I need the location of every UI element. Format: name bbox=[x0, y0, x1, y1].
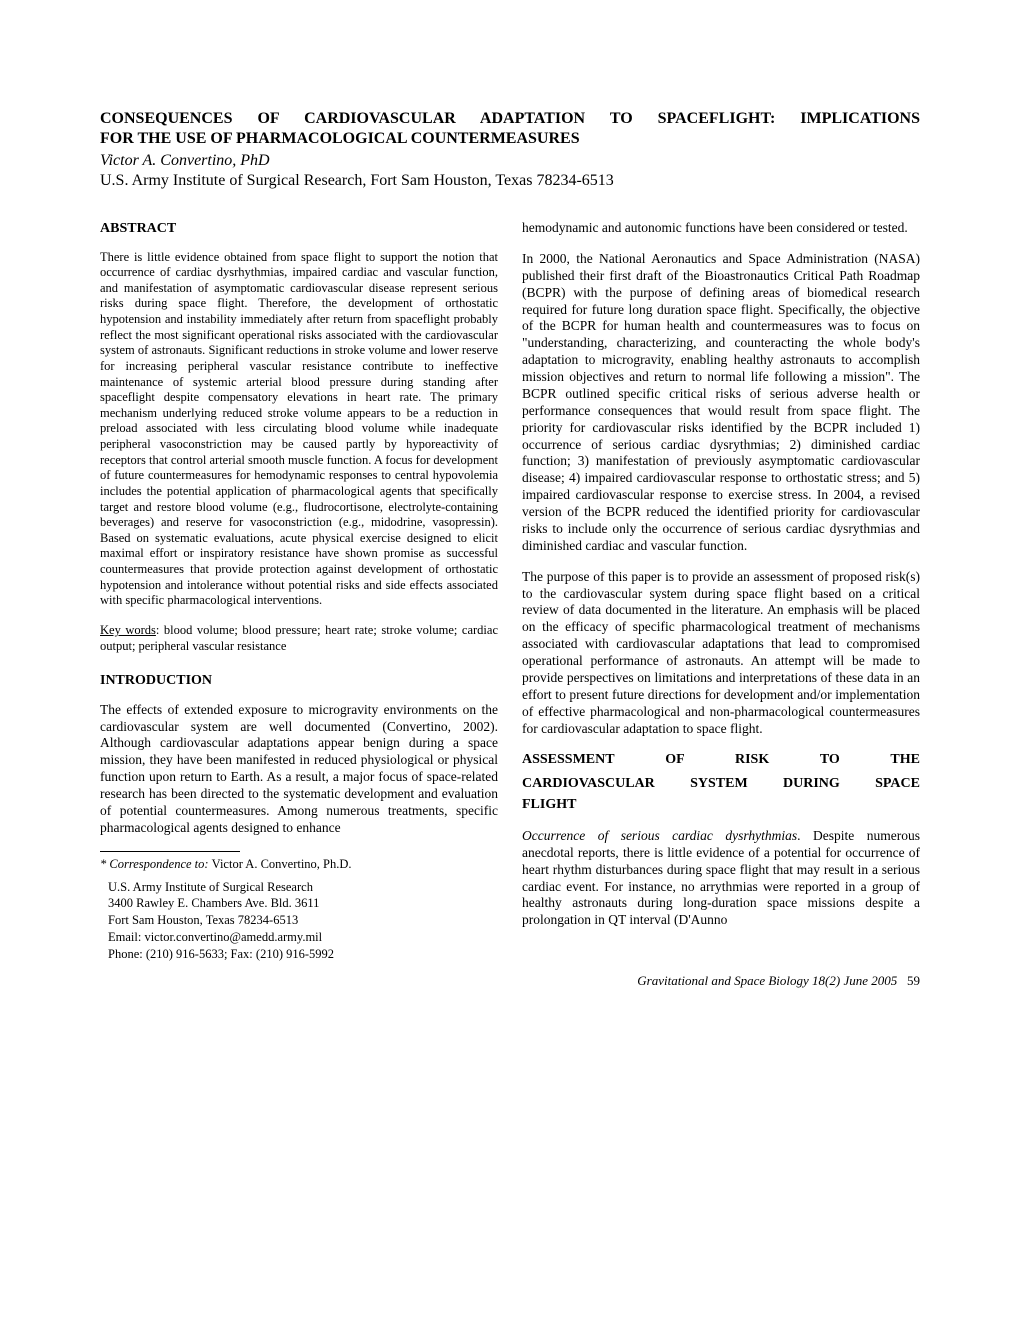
footnote-correspondence-line: * Correspondence to: Victor A. Convertin… bbox=[100, 856, 498, 873]
left-column: ABSTRACT There is little evidence obtain… bbox=[100, 220, 498, 963]
col2-paragraph-1: hemodynamic and autonomic functions have… bbox=[522, 220, 920, 237]
col2-paragraph-4: Occurrence of serious cardiac dysrhythmi… bbox=[522, 828, 920, 929]
abstract-body: There is little evidence obtained from s… bbox=[100, 250, 498, 609]
footnote-line-3: Fort Sam Houston, Texas 78234-6513 bbox=[108, 912, 498, 929]
correspondence-footnote: * Correspondence to: Victor A. Convertin… bbox=[100, 856, 498, 963]
introduction-heading: INTRODUCTION bbox=[100, 672, 498, 690]
right-column: hemodynamic and autonomic functions have… bbox=[522, 220, 920, 963]
paper-title-line2: FOR THE USE OF PHARMACOLOGICAL COUNTERME… bbox=[100, 130, 920, 148]
subsection-italic-label: Occurrence of serious cardiac dysrhythmi… bbox=[522, 828, 797, 843]
assessment-heading-line3: FLIGHT bbox=[522, 796, 920, 814]
footnote-address-block: U.S. Army Institute of Surgical Research… bbox=[100, 879, 498, 963]
assessment-heading-line2: CARDIOVASCULAR SYSTEM DURING SPACE bbox=[522, 775, 920, 793]
footer-page-number: 59 bbox=[907, 973, 920, 988]
assessment-heading: ASSESSMENT OF RISK TO THE CARDIOVASCULAR… bbox=[522, 751, 920, 814]
page-container: CONSEQUENCES OF CARDIOVASCULAR ADAPTATIO… bbox=[0, 0, 1020, 1029]
keywords-label: Key words bbox=[100, 623, 156, 637]
two-column-layout: ABSTRACT There is little evidence obtain… bbox=[100, 220, 920, 963]
keywords-text: : blood volume; blood pressure; heart ra… bbox=[100, 623, 498, 653]
introduction-paragraph: The effects of extended exposure to micr… bbox=[100, 702, 498, 837]
author-name: Victor A. Convertino, PhD bbox=[100, 152, 920, 170]
footnote-line-2: 3400 Rawley E. Chambers Ave. Bld. 3611 bbox=[108, 895, 498, 912]
paper-title-line1: CONSEQUENCES OF CARDIOVASCULAR ADAPTATIO… bbox=[100, 110, 920, 128]
footnote-rule bbox=[100, 851, 240, 852]
col2-paragraph-2: In 2000, the National Aeronautics and Sp… bbox=[522, 251, 920, 555]
footnote-line-1: U.S. Army Institute of Surgical Research bbox=[108, 879, 498, 896]
col2-paragraph-3: The purpose of this paper is to provide … bbox=[522, 569, 920, 738]
page-footer: Gravitational and Space Biology 18(2) Ju… bbox=[100, 973, 920, 989]
correspondence-name: Victor A. Convertino, Ph.D. bbox=[212, 857, 352, 871]
author-affiliation: U.S. Army Institute of Surgical Research… bbox=[100, 172, 920, 190]
footer-journal: Gravitational and Space Biology 18(2) Ju… bbox=[637, 973, 897, 988]
assessment-heading-line1: ASSESSMENT OF RISK TO THE bbox=[522, 751, 920, 769]
abstract-heading: ABSTRACT bbox=[100, 220, 498, 238]
keywords-line: Key words: blood volume; blood pressure;… bbox=[100, 623, 498, 654]
correspondence-label: * Correspondence to: bbox=[100, 857, 212, 871]
footnote-line-5: Phone: (210) 916-5633; Fax: (210) 916-59… bbox=[108, 946, 498, 963]
footnote-line-4: Email: victor.convertino@amedd.army.mil bbox=[108, 929, 498, 946]
